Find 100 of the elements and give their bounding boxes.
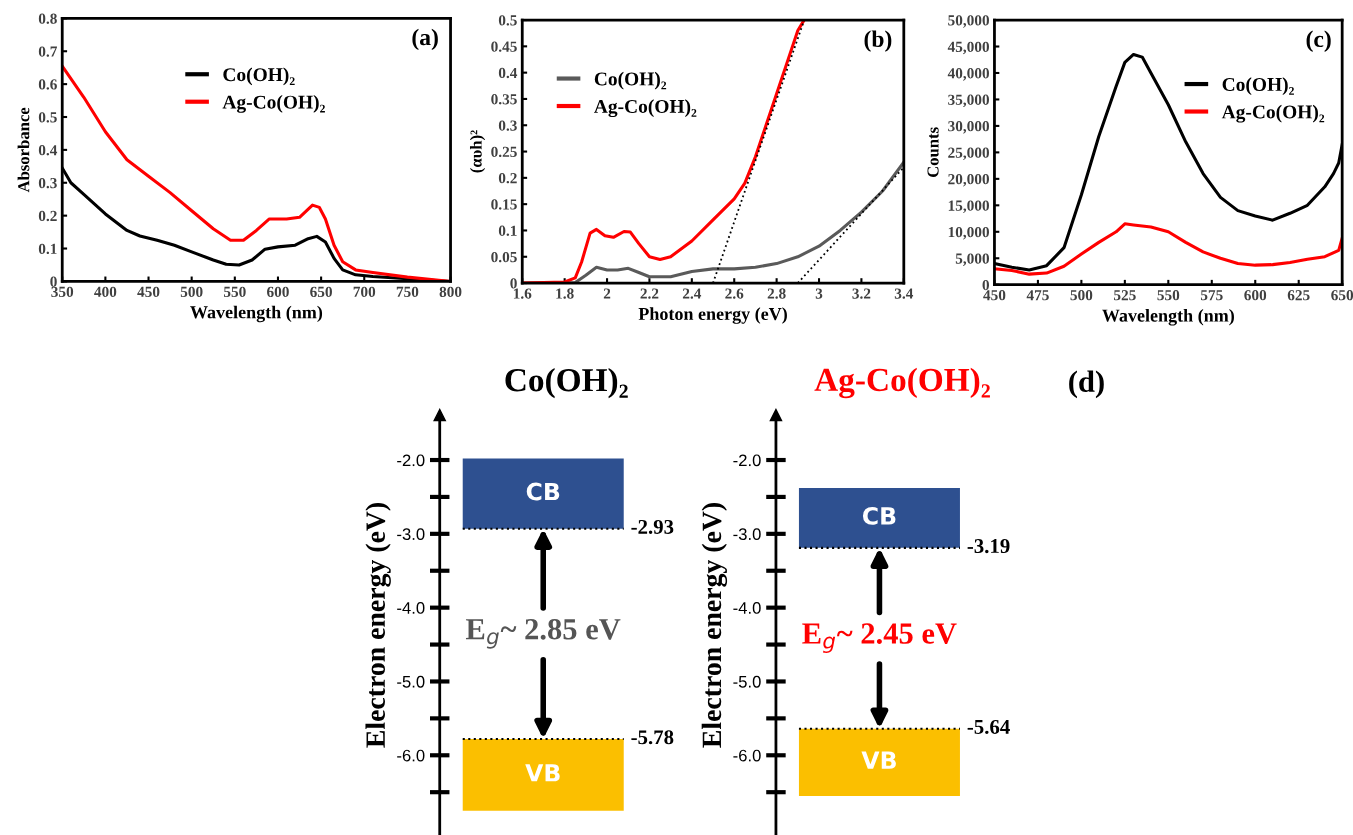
y-tick-label: -4.0 — [733, 602, 761, 614]
legend-label: Ag-Co(OH)₂ — [222, 95, 325, 113]
x-tick-label: 3.4 — [894, 288, 914, 299]
y-tick-label: 0.4 — [498, 67, 518, 79]
x-tick-label: 525 — [1114, 290, 1136, 301]
line-series — [994, 222, 1343, 276]
y-tick-label: 10,000 — [948, 226, 990, 240]
x-tick-label: 3 — [815, 288, 823, 299]
ref-line-label: -3.19 — [967, 539, 1010, 554]
ref-line-label: -2.93 — [631, 519, 674, 534]
y-tick-label: 35,000 — [948, 94, 990, 108]
y-tick-label: 0.7 — [38, 46, 57, 57]
x-tick-label: 400 — [94, 286, 117, 298]
legend-label: Co(OH)₂ — [594, 71, 667, 90]
x-tick-label: 2.8 — [767, 288, 786, 299]
y-tick-label: -4.0 — [397, 602, 425, 614]
x-tick-label: 450 — [137, 286, 160, 298]
x-tick-label: 2.2 — [640, 288, 659, 299]
y-tick-label: 0.5 — [498, 15, 517, 26]
y-tick-label: 45,000 — [947, 41, 990, 55]
x-tick-label: 3.2 — [852, 288, 871, 299]
legend-label: Co(OH)₂ — [223, 67, 295, 86]
y-tick-label: -5.0 — [397, 675, 425, 688]
annotation: E$_{g}$~ 2.85 eV — [465, 618, 621, 649]
x-tick-label: 800 — [439, 286, 462, 298]
y-tick-label: 0.3 — [38, 177, 57, 189]
y-axis-title: Electron energy (eV) — [365, 503, 391, 748]
x-tick-label: 2.4 — [682, 288, 702, 299]
x-tick-label: 600 — [267, 286, 289, 298]
x-tick-label: 700 — [353, 286, 376, 298]
x-tick-label: 625 — [1287, 290, 1310, 301]
y-tick-label: -5.0 — [733, 675, 761, 688]
y-axis-title: Electron energy (eV) — [701, 503, 728, 748]
x-tick-label: 1.6 — [513, 288, 532, 299]
x-tick-label: 650 — [310, 286, 332, 298]
x-axis-title: Photon energy (eV) — [638, 307, 787, 324]
chart-title: Ag-Co(OH)₂ — [814, 367, 990, 399]
y-tick-label: 5,000 — [955, 253, 990, 266]
chart-title: Co(OH)₂ — [505, 367, 628, 399]
x-tick-label: 450 — [983, 290, 1006, 301]
annotation: (c) — [1306, 30, 1331, 52]
y-tick-label: 20,000 — [948, 174, 990, 187]
x-tick-label: 2 — [603, 288, 611, 299]
x-tick-label: 600 — [1244, 290, 1267, 301]
y-tick-label: 0.25 — [491, 146, 517, 158]
series-label: CB — [526, 482, 560, 501]
y-tick-label: -2.0 — [397, 454, 425, 467]
series-label: VB — [525, 764, 560, 782]
legend-label: Ag-Co(OH)₂ — [594, 99, 697, 118]
y-tick-label: 40,000 — [947, 68, 990, 81]
x-tick-label: 475 — [1026, 290, 1049, 301]
x-tick-label: 550 — [223, 286, 246, 298]
y-tick-label: 25,000 — [948, 147, 990, 161]
x-tick-label: 650 — [1331, 290, 1353, 301]
y-tick-label: 0.35 — [491, 94, 517, 105]
y-tick-label: 0.5 — [38, 112, 57, 123]
legend-label: Ag-Co(OH)₂ — [1221, 104, 1325, 123]
annotation: (a) — [412, 28, 438, 51]
y-tick-label: -6.0 — [733, 749, 761, 762]
y-tick-label: 0.6 — [38, 79, 57, 90]
x-tick-label: 750 — [396, 286, 419, 298]
y-tick-label: -3.0 — [397, 528, 425, 541]
series-label: VB — [861, 751, 896, 769]
x-tick-label: 350 — [51, 286, 74, 298]
y-tick-label: 0.15 — [491, 199, 517, 210]
y-tick-label: 50,000 — [948, 15, 990, 28]
y-tick-label: -6.0 — [397, 749, 425, 762]
text: (d) — [1069, 370, 1104, 399]
series-label: CB — [862, 506, 896, 525]
y-tick-label: 0 — [50, 276, 57, 287]
x-tick-label: 500 — [180, 286, 203, 298]
x-axis-title: Wavelength (nm) — [1102, 309, 1234, 326]
y-axis-title: Counts — [927, 127, 939, 178]
y-tick-label: 0 — [982, 279, 990, 291]
y-tick-label: 15,000 — [948, 200, 990, 213]
x-tick-label: 575 — [1200, 290, 1223, 301]
x-tick-label: 550 — [1157, 290, 1180, 301]
x-tick-label: 1.8 — [556, 288, 574, 299]
y-tick-label: 0 — [510, 278, 517, 289]
ref-line-label: -5.64 — [967, 719, 1010, 735]
legend-label: Co(OH)₂ — [1222, 77, 1294, 95]
annotation: (b) — [864, 30, 892, 52]
y-tick-label: 0.45 — [491, 41, 517, 52]
y-tick-label: -3.0 — [733, 528, 761, 541]
y-tick-label: 0.05 — [491, 251, 517, 263]
y-tick-label: 0.1 — [498, 225, 517, 236]
annotation: E$_{g}$~ 2.45 eV — [802, 623, 957, 654]
x-tick-label: 500 — [1070, 290, 1093, 301]
y-tick-label: 0.4 — [38, 145, 58, 156]
y-tick-label: 0.1 — [38, 243, 57, 255]
y-tick-label: 0.2 — [38, 210, 57, 222]
y-tick-label: 0.3 — [498, 120, 517, 131]
x-tick-label: 2.6 — [725, 288, 744, 299]
y-axis-title: Absorbance — [17, 107, 30, 193]
y-axis-title: (αυh)² — [469, 130, 486, 173]
y-tick-label: 0.2 — [498, 173, 517, 184]
y-tick-label: -2.0 — [733, 454, 761, 467]
y-tick-label: 0.8 — [38, 13, 57, 24]
y-tick-label: 30,000 — [948, 121, 990, 134]
ref-line-label: -5.78 — [631, 730, 674, 745]
